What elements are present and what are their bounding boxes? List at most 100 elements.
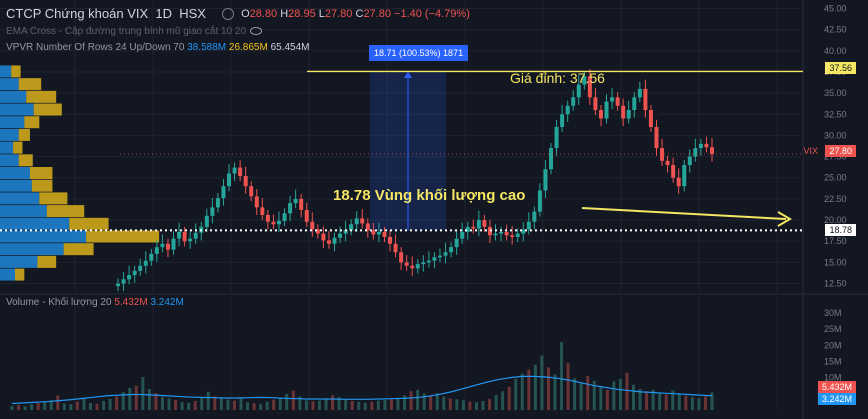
volume-bar (710, 392, 714, 410)
vpvr-down-bar (24, 116, 40, 129)
candle-body (515, 233, 520, 237)
vpvr-down-bar (63, 243, 94, 256)
volume-bar (664, 394, 668, 410)
volume-ma-line (11, 375, 713, 405)
vpvr-up-bar (0, 205, 47, 218)
candle-body (160, 243, 165, 248)
candle-body (299, 198, 304, 210)
candle-body (421, 262, 426, 265)
high-label: H (280, 8, 289, 20)
vpvr-down-bar (46, 205, 85, 218)
change-value: −1.40 (−4.79%) (394, 8, 470, 20)
volume-bar (474, 402, 478, 410)
volume-tick-label: 10M (824, 373, 842, 383)
volume-bar (671, 390, 675, 410)
volume-legend[interactable]: Volume - Khối lượng 20 5.432M 3.242M (6, 297, 184, 308)
candle-body (476, 220, 481, 229)
peak-annotation[interactable]: Giá đỉnh: 37.56 (510, 70, 605, 86)
volume-bar (403, 395, 407, 410)
candle-body (382, 231, 387, 237)
candle-body (665, 160, 670, 166)
chart-overlays (0, 70, 803, 232)
close-label: C (355, 8, 364, 20)
candle-body (698, 143, 703, 149)
candle-body (437, 255, 442, 258)
symbol-title[interactable]: CTCP Chứng khoán VIX 1D HSX (6, 6, 206, 21)
candle-body (426, 260, 431, 263)
candle-body (610, 97, 615, 102)
candle-body (465, 226, 470, 232)
volume-bar (586, 376, 590, 410)
volume-bar (527, 369, 531, 410)
candle-body (376, 231, 381, 235)
volume-bar (23, 406, 27, 410)
candle-body (276, 220, 281, 225)
candle-body (537, 190, 542, 212)
candle-body (549, 148, 554, 170)
candle-body (432, 257, 437, 261)
vpvr-down-bar (39, 192, 68, 205)
candle-body (560, 114, 565, 127)
volume-bar (115, 396, 119, 410)
interval: 1D (155, 6, 173, 21)
volume-bar (324, 399, 328, 410)
volume-value-2: 3.242M (150, 297, 184, 308)
volume-bar (448, 398, 452, 410)
volume-bar (389, 399, 393, 410)
volume-bar (69, 404, 73, 410)
zone-price-tag: 18.78 (825, 224, 856, 236)
price-tick-label: 32.50 (824, 109, 847, 119)
peak-price-tag: 37.56 (825, 62, 856, 74)
candle-body (582, 76, 587, 85)
volume-bar (618, 378, 622, 410)
vpvr-down-bar (69, 217, 109, 230)
eye-icon[interactable] (250, 27, 263, 36)
volume-bar (285, 393, 289, 410)
vpvr-up-bar (0, 217, 70, 230)
candle-body (171, 238, 176, 250)
price-tick-label: 30.00 (824, 130, 847, 140)
candle-body (637, 88, 642, 98)
candle-body (415, 264, 420, 269)
volume-bar (167, 398, 171, 410)
volume-label: Volume - Khối lượng 20 (6, 297, 112, 308)
volume-bar (108, 399, 112, 410)
candle-body (227, 173, 232, 187)
volume-bar (573, 378, 577, 410)
vpvr-up-bar (0, 128, 19, 141)
volume-bar (272, 399, 276, 410)
volume-tick-label: 20M (824, 340, 842, 350)
volume-bar (134, 385, 138, 410)
measure-label: 18.71 (100.53%) 1871 (369, 45, 469, 61)
price-tick-label: 40.00 (824, 46, 847, 56)
volume-bar (488, 399, 492, 410)
candle-body (565, 105, 570, 115)
volume-bar (36, 402, 40, 410)
volume-bar (435, 393, 439, 410)
vpvr-up-bar (0, 167, 30, 180)
vpvr-legend[interactable]: VPVR Number Of Rows 24 Up/Down 70 38.588… (6, 42, 310, 53)
candle-body (121, 279, 126, 284)
candle-body (571, 97, 576, 106)
volume-bar (298, 396, 302, 410)
volume-bar (363, 402, 367, 410)
volume-bar (553, 374, 557, 410)
candle-body (471, 226, 476, 229)
ema-legend[interactable]: EMA Cross - Cặp đường trung bình mũ giao… (6, 26, 263, 37)
candle-body (682, 165, 687, 187)
trend-arrow-head (777, 211, 792, 227)
vpvr-down-bar (13, 141, 23, 154)
vpvr-up-bar (0, 116, 25, 129)
candle-body (643, 88, 648, 111)
volume-tag-1: 5.432M (817, 381, 856, 393)
price-tick-label: 45.00 (824, 3, 847, 13)
vpvr-up-bar (0, 179, 32, 192)
volume-bar (703, 396, 707, 410)
volume-bar (501, 391, 505, 410)
candle-body (154, 247, 159, 254)
zone-annotation[interactable]: 18.78 Vùng khối lượng cao (333, 187, 526, 204)
volume-bar (128, 388, 132, 410)
vpvr-down-bar (26, 90, 57, 103)
candle-body (315, 229, 320, 234)
